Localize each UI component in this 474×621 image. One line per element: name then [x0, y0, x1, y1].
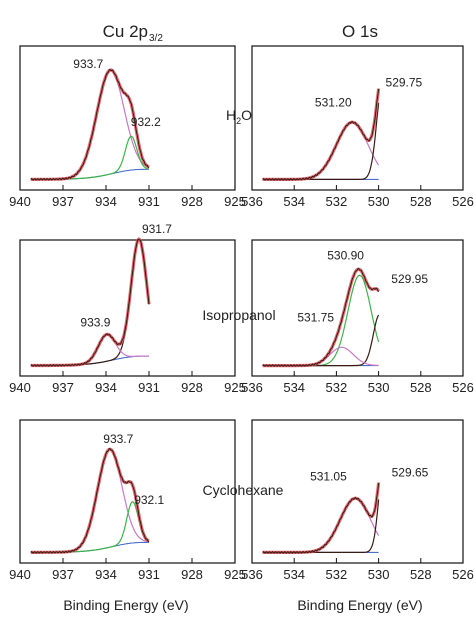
chart-panel: 940 937 934 931 928 925 933.7 932.2 — [9, 45, 246, 209]
x-tick-label: 528 — [410, 567, 432, 582]
cu-panel-title: Cu 2p — [103, 22, 148, 41]
chart-panel: 536 534 532 530 528 526 529.65 531.05 — [241, 419, 474, 582]
peak-label: 531.05 — [310, 469, 347, 483]
measured-spectrum — [262, 268, 380, 368]
plot-frame — [251, 45, 464, 191]
x-tick-label: 530 — [368, 380, 390, 395]
x-tick-label: 534 — [283, 194, 305, 209]
plot-frame — [19, 45, 236, 191]
plot-frame — [251, 239, 464, 377]
measured-spectrum — [262, 89, 380, 181]
x-tick-label: 928 — [181, 567, 203, 582]
measured-spectrum — [30, 448, 150, 554]
peak-label: 531.75 — [297, 310, 334, 324]
x-tick-label: 536 — [241, 380, 263, 395]
x-tick-label: 534 — [283, 380, 305, 395]
x-tick-label: 931 — [138, 194, 160, 209]
x-tick-label: 934 — [95, 567, 117, 582]
x-tick-label: 530 — [368, 194, 390, 209]
chart-panel: 536 534 532 530 528 526 530.90 529.95 531.75 — [241, 239, 474, 395]
peak-label: 529.75 — [386, 76, 423, 90]
peak-label: 933.9 — [80, 315, 110, 329]
measured-spectrum — [262, 483, 380, 554]
x-tick-label: 928 — [181, 380, 203, 395]
peak-label: 529.95 — [391, 272, 428, 286]
x-tick-label: 934 — [95, 380, 117, 395]
panels: 940 937 934 931 928 925 933.7 932.2 536 534 532 530… — [9, 45, 474, 582]
peak-label: 932.2 — [131, 115, 161, 129]
x-tick-label: 940 — [9, 567, 31, 582]
x-tick-label: 530 — [368, 567, 390, 582]
x-tick-label: 526 — [452, 567, 474, 582]
peak-label: 932.1 — [134, 493, 164, 507]
x-tick-label: 536 — [241, 567, 263, 582]
cu-xaxis-title: Binding Energy (eV) — [63, 597, 188, 613]
sample-label-isopropanol: Isopropanol — [202, 307, 275, 323]
peak-label: 531.20 — [315, 95, 352, 109]
peak-label: 529.65 — [392, 466, 429, 480]
sample-label-cyclohexane: Cyclohexane — [203, 482, 284, 498]
peak-label: 933.7 — [103, 432, 133, 446]
x-tick-label: 526 — [452, 380, 474, 395]
x-tick-label: 925 — [224, 194, 246, 209]
x-tick-label: 937 — [52, 380, 74, 395]
peak-label: 931.7 — [142, 222, 172, 236]
x-tick-label: 532 — [326, 194, 348, 209]
x-tick-label: 940 — [9, 194, 31, 209]
cu-panel-title-subscript: 3/2 — [149, 33, 163, 44]
plot-frame — [251, 419, 464, 564]
x-tick-label: 940 — [9, 380, 31, 395]
x-tick-label: 928 — [181, 194, 203, 209]
measured-spectrum — [30, 238, 150, 367]
x-tick-label: 532 — [326, 567, 348, 582]
chart-panel: 940 937 934 931 928 925 933.7 932.1 — [9, 419, 246, 582]
peak-label: 530.90 — [327, 248, 364, 262]
x-tick-label: 536 — [241, 194, 263, 209]
measured-spectrum — [30, 69, 150, 181]
x-tick-label: 937 — [52, 194, 74, 209]
x-tick-label: 934 — [95, 194, 117, 209]
x-tick-label: 925 — [224, 567, 246, 582]
x-tick-label: 937 — [52, 567, 74, 582]
peak-label: 933.7 — [73, 57, 103, 71]
x-tick-label: 931 — [138, 567, 160, 582]
x-tick-label: 528 — [410, 380, 432, 395]
o-panel-title: O 1s — [342, 22, 378, 41]
x-tick-label: 526 — [452, 194, 474, 209]
plot-frame — [19, 419, 236, 564]
x-tick-label: 534 — [283, 567, 305, 582]
chart-panel: 536 534 532 530 528 526 531.20 529.75 — [241, 45, 474, 209]
x-tick-label: 931 — [138, 380, 160, 395]
sample-label-h2o: H2O — [226, 107, 252, 126]
x-tick-label: 528 — [410, 194, 432, 209]
x-tick-label: 925 — [224, 380, 246, 395]
o-xaxis-title: Binding Energy (eV) — [297, 597, 422, 613]
x-tick-label: 532 — [326, 380, 348, 395]
plot-frame — [19, 239, 236, 377]
chart-panel: 940 937 934 931 928 925 931.7 933.9 — [9, 222, 246, 395]
